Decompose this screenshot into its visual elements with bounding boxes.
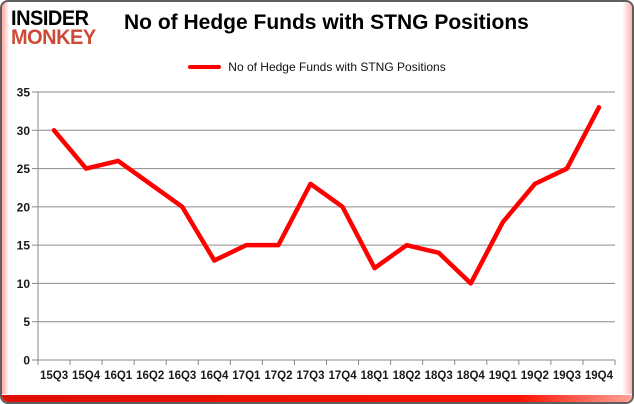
red-bottom-border: [2, 395, 632, 402]
x-axis-label: 18Q2: [393, 370, 421, 382]
y-axis-label: 30: [17, 124, 31, 138]
x-axis-label: 19Q3: [553, 370, 581, 382]
x-axis-label: 15Q3: [40, 370, 68, 382]
x-axis-label: 16Q4: [200, 370, 229, 382]
x-axis-label: 17Q3: [296, 370, 324, 382]
x-axis-label: 17Q2: [264, 370, 292, 382]
y-axis-label: 35: [17, 86, 31, 100]
logo-text-monkey: MONKEY: [11, 26, 96, 49]
x-axis-label: 17Q4: [328, 370, 357, 382]
chart-legend: No of Hedge Funds with STNG Positions: [2, 59, 632, 75]
legend-series-label: No of Hedge Funds with STNG Positions: [228, 60, 446, 74]
y-axis-label: 10: [17, 277, 31, 291]
y-axis-label: 0: [23, 354, 30, 368]
y-axis-label: 5: [23, 315, 30, 329]
x-axis-label: 16Q2: [136, 370, 164, 382]
y-axis-label: 20: [17, 200, 31, 214]
x-axis-label: 18Q3: [425, 370, 453, 382]
x-axis-label: 19Q2: [521, 370, 549, 382]
x-axis-label: 18Q4: [457, 370, 486, 382]
insider-monkey-logo: INSIDER MONKEY: [11, 7, 96, 49]
chart-title: No of Hedge Funds with STNG Positions: [124, 11, 529, 34]
x-axis-label: 16Q3: [168, 370, 196, 382]
x-axis-label: 17Q1: [232, 370, 261, 382]
y-axis-label: 25: [17, 162, 31, 176]
legend-line-marker: [188, 65, 222, 69]
x-axis-label: 19Q1: [489, 370, 518, 382]
x-axis-label: 16Q1: [104, 370, 133, 382]
x-axis-label: 19Q4: [585, 370, 614, 382]
y-axis-label: 15: [17, 239, 31, 253]
x-axis-label: 15Q4: [72, 370, 101, 382]
data-series-line: [51, 105, 602, 286]
x-axis-label: 18Q1: [361, 370, 390, 382]
logo-text-insider: INSIDER: [11, 7, 89, 30]
